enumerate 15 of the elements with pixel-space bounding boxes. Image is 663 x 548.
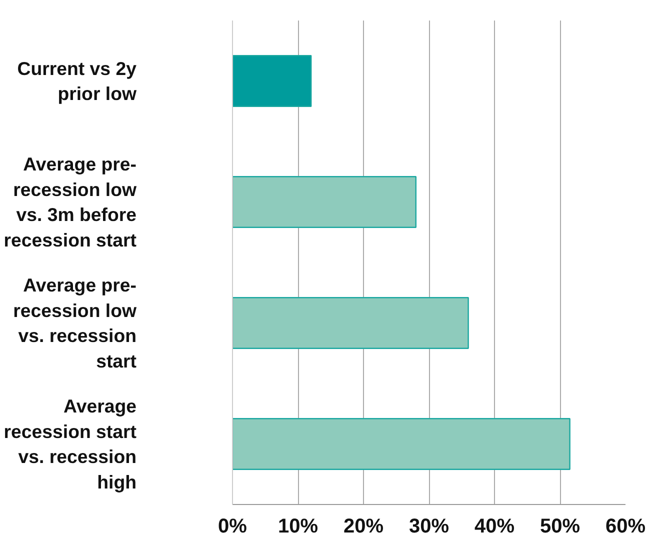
bar — [232, 176, 416, 228]
bar — [232, 296, 469, 350]
y-tick-label: Average recession start vs. recession high — [4, 396, 137, 492]
x-tick-label: 30% — [408, 516, 450, 538]
x-tick-label: 20% — [343, 516, 384, 538]
y-tick-label: Average pre-recession low vs. 3m before recession start — [4, 154, 137, 250]
x-tick-label: 60% — [605, 516, 646, 538]
x-tick-label: 40% — [474, 516, 515, 538]
x-tick-label: 50% — [540, 516, 580, 538]
bar — [232, 54, 312, 108]
bar — [232, 418, 570, 470]
y-tick-label: Current vs 2y prior low — [17, 58, 138, 104]
x-tick-label: 10% — [278, 516, 318, 538]
x-tick-label: 0% — [218, 516, 248, 538]
y-tick-label: Average pre-recession low vs. recession start — [13, 274, 137, 372]
